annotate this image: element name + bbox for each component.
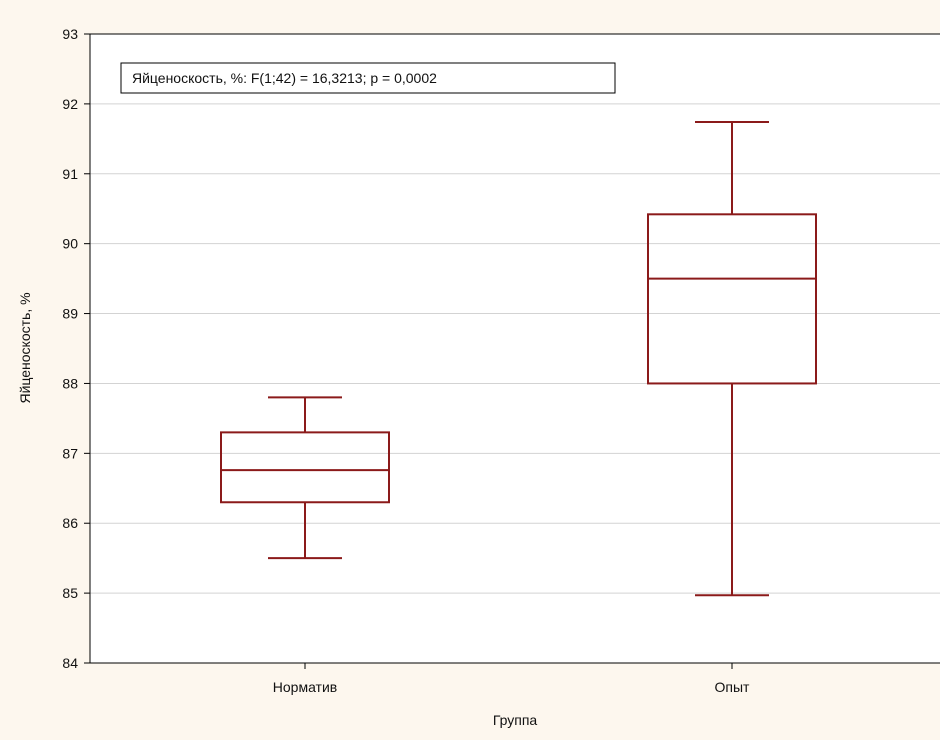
plot-background [90, 34, 940, 663]
x-tick-label-0: Норматив [273, 679, 337, 695]
box-1 [647, 121, 817, 597]
axes [89, 33, 940, 664]
y-tick-label-88: 88 [62, 375, 78, 391]
y-tick-label-85: 85 [62, 585, 78, 601]
y-tick-label-92: 92 [62, 96, 78, 112]
y-tick-label-89: 89 [62, 306, 78, 322]
annotation-text: Яйценоскость, %: F(1;42) = 16,3213; p = … [132, 70, 437, 86]
y-tick-label-84: 84 [62, 655, 78, 671]
iqr-box [647, 213, 817, 385]
y-tick-label-90: 90 [62, 236, 78, 252]
y-tick-label-93: 93 [62, 26, 78, 42]
y-tick-labels: 84 85 86 87 88 89 90 91 92 93 [62, 26, 90, 671]
y-tick-label-86: 86 [62, 515, 78, 531]
x-tick-labels: Норматив Опыт [273, 663, 750, 695]
annotation-frame [120, 62, 616, 94]
gridlines [90, 103, 940, 594]
iqr-box [220, 431, 390, 504]
x-tick-label-1: Опыт [715, 679, 751, 695]
annotation-box: Яйценоскость, %: F(1;42) = 16,3213; p = … [120, 62, 616, 94]
box-series [220, 121, 817, 597]
y-tick-label-91: 91 [62, 166, 78, 182]
y-axis-title: Яйценоскость, % [17, 292, 33, 403]
x-axis-title: Группа [493, 712, 538, 728]
y-tick-label-87: 87 [62, 445, 78, 461]
box-0 [220, 396, 390, 560]
